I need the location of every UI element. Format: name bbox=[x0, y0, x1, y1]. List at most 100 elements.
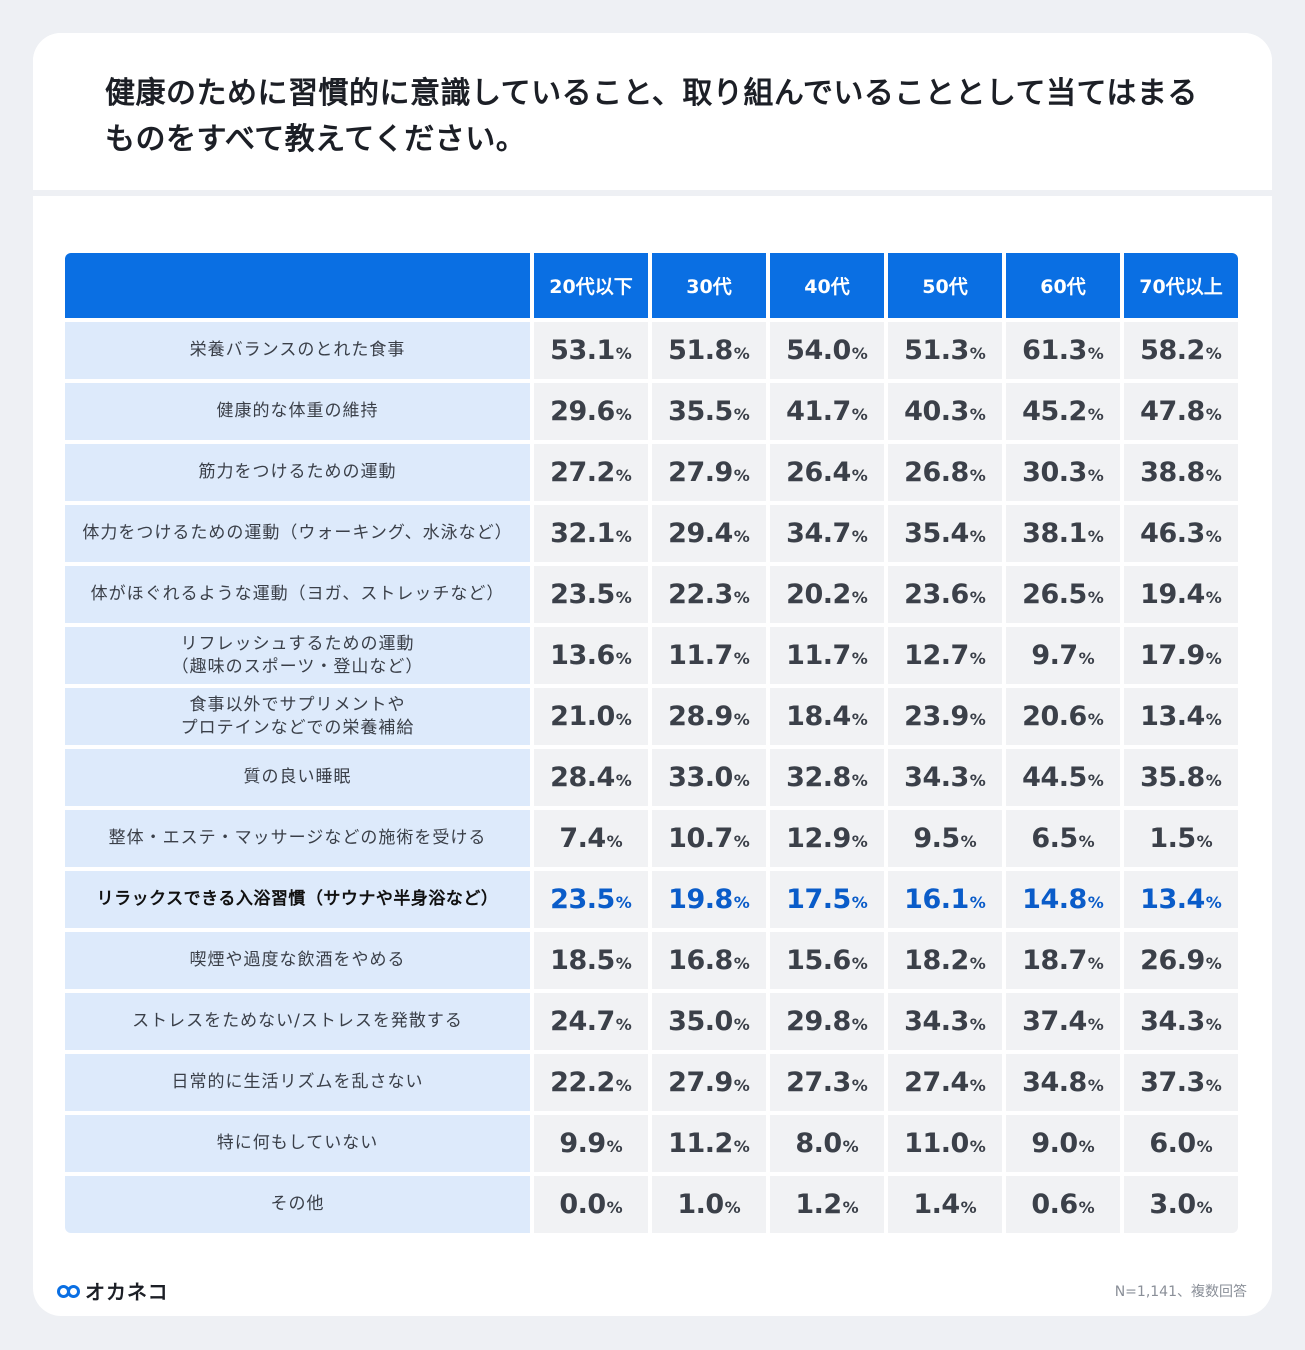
percent-unit: % bbox=[969, 466, 986, 485]
percent-unit: % bbox=[1087, 771, 1104, 790]
page-title: 健康のために習慣的に意識していること、取り組んでいることとして当てはまるものをす… bbox=[105, 76, 1198, 157]
value-cell: 27.3% bbox=[770, 1054, 884, 1111]
percent-unit: % bbox=[969, 344, 986, 363]
results-table: 20代以下 30代 40代 50代 60代 70代以上 栄養バランスのとれた食事… bbox=[61, 249, 1242, 1237]
percent-unit: % bbox=[842, 1198, 859, 1217]
value-number: 51.8 bbox=[668, 335, 733, 366]
value-cell: 26.8% bbox=[888, 444, 1002, 501]
percent-unit: % bbox=[1087, 405, 1104, 424]
percent-unit: % bbox=[733, 1137, 750, 1156]
percent-unit: % bbox=[1205, 954, 1222, 973]
col-header: 40代 bbox=[770, 253, 884, 318]
value-cell: 14.8% bbox=[1006, 871, 1120, 928]
value-number: 11.0 bbox=[904, 1128, 969, 1159]
value-number: 3.0 bbox=[1149, 1189, 1196, 1220]
value-cell: 51.3% bbox=[888, 322, 1002, 379]
row-label-line: 体力をつけるための運動（ウォーキング、水泳など） bbox=[82, 523, 513, 543]
table-row: 特に何もしていない 9.9% 11.2% 8.0% 11.0% 9.0% 6.0% bbox=[65, 1115, 1238, 1172]
row-label-line: 日常的に生活リズムを乱さない bbox=[171, 1072, 424, 1092]
value-cell: 34.3% bbox=[888, 993, 1002, 1050]
value-cell: 34.3% bbox=[888, 749, 1002, 806]
value-cell: 35.8% bbox=[1124, 749, 1238, 806]
value-number: 35.5 bbox=[668, 396, 733, 427]
value-number: 27.4 bbox=[904, 1067, 969, 1098]
table-row: 質の良い睡眠 28.4% 33.0% 32.8% 34.3% 44.5% 35.8% bbox=[65, 749, 1238, 806]
value-number: 17.5 bbox=[786, 884, 851, 915]
value-cell: 58.2% bbox=[1124, 322, 1238, 379]
table-body: 栄養バランスのとれた食事 53.1% 51.8% 54.0% 51.3% 61.3% 58.… bbox=[65, 322, 1238, 1233]
value-number: 29.6 bbox=[550, 396, 615, 427]
row-label-line: 特に何もしていない bbox=[216, 1133, 379, 1153]
value-cell: 17.5% bbox=[770, 871, 884, 928]
value-number: 26.5 bbox=[1022, 579, 1087, 610]
value-number: 17.9 bbox=[1140, 640, 1205, 671]
percent-unit: % bbox=[969, 1137, 986, 1156]
survey-card: 健康のために習慣的に意識していること、取り組んでいることとして当てはまるものをす… bbox=[33, 33, 1272, 1316]
percent-unit: % bbox=[969, 710, 986, 729]
value-cell: 23.9% bbox=[888, 688, 1002, 745]
percent-unit: % bbox=[1205, 649, 1222, 668]
value-number: 34.7 bbox=[786, 518, 851, 549]
percent-unit: % bbox=[969, 527, 986, 546]
percent-unit: % bbox=[733, 344, 750, 363]
row-label: 栄養バランスのとれた食事 bbox=[65, 322, 530, 379]
value-number: 23.9 bbox=[904, 701, 969, 732]
value-cell: 24.7% bbox=[534, 993, 648, 1050]
percent-unit: % bbox=[969, 588, 986, 607]
value-number: 9.9 bbox=[559, 1128, 606, 1159]
percent-unit: % bbox=[960, 832, 977, 851]
value-cell: 38.1% bbox=[1006, 505, 1120, 562]
percent-unit: % bbox=[615, 405, 632, 424]
row-label-line: 健康的な体重の維持 bbox=[216, 401, 379, 421]
row-label: その他 bbox=[65, 1176, 530, 1233]
value-number: 0.0 bbox=[559, 1189, 606, 1220]
value-cell: 9.7% bbox=[1006, 627, 1120, 684]
value-cell: 44.5% bbox=[1006, 749, 1120, 806]
row-label: 日常的に生活リズムを乱さない bbox=[65, 1054, 530, 1111]
value-number: 9.5 bbox=[913, 823, 960, 854]
value-number: 12.7 bbox=[904, 640, 969, 671]
value-number: 11.2 bbox=[668, 1128, 733, 1159]
percent-unit: % bbox=[851, 893, 868, 912]
value-cell: 27.9% bbox=[652, 444, 766, 501]
value-number: 19.8 bbox=[668, 884, 733, 915]
value-number: 46.3 bbox=[1140, 518, 1205, 549]
percent-unit: % bbox=[733, 466, 750, 485]
percent-unit: % bbox=[733, 527, 750, 546]
row-label-line: 栄養バランスのとれた食事 bbox=[189, 340, 406, 360]
value-number: 23.6 bbox=[904, 579, 969, 610]
value-number: 13.6 bbox=[550, 640, 615, 671]
value-number: 20.6 bbox=[1022, 701, 1087, 732]
row-label: 整体・エステ・マッサージなどの施術を受ける bbox=[65, 810, 530, 867]
value-number: 11.7 bbox=[668, 640, 733, 671]
percent-unit: % bbox=[733, 588, 750, 607]
sample-note: N=1,141、複数回答 bbox=[1114, 1284, 1247, 1300]
value-cell: 13.4% bbox=[1124, 871, 1238, 928]
percent-unit: % bbox=[615, 466, 632, 485]
row-label-line: リフレッシュするための運動 bbox=[180, 633, 415, 654]
value-number: 1.2 bbox=[795, 1189, 842, 1220]
percent-unit: % bbox=[615, 527, 632, 546]
value-number: 34.3 bbox=[904, 762, 969, 793]
row-label-line: ストレスをためない/ストレスを発散する bbox=[132, 1011, 463, 1031]
value-number: 13.4 bbox=[1140, 884, 1205, 915]
percent-unit: % bbox=[969, 771, 986, 790]
value-number: 58.2 bbox=[1140, 335, 1205, 366]
percent-unit: % bbox=[1196, 1198, 1213, 1217]
value-cell: 32.1% bbox=[534, 505, 648, 562]
percent-unit: % bbox=[1205, 527, 1222, 546]
value-number: 16.8 bbox=[668, 945, 733, 976]
row-label-line: （趣味のスポーツ・登山など） bbox=[171, 656, 424, 677]
value-number: 44.5 bbox=[1022, 762, 1087, 793]
percent-unit: % bbox=[1196, 832, 1213, 851]
value-cell: 20.2% bbox=[770, 566, 884, 623]
value-number: 27.9 bbox=[668, 1067, 733, 1098]
value-number: 21.0 bbox=[550, 701, 615, 732]
row-label: 質の良い睡眠 bbox=[65, 749, 530, 806]
percent-unit: % bbox=[606, 1137, 623, 1156]
row-label: 食事以外でサプリメントや プロテインなどでの栄養補給 bbox=[65, 688, 530, 745]
percent-unit: % bbox=[606, 832, 623, 851]
value-number: 9.0 bbox=[1031, 1128, 1078, 1159]
value-number: 30.3 bbox=[1022, 457, 1087, 488]
percent-unit: % bbox=[969, 954, 986, 973]
